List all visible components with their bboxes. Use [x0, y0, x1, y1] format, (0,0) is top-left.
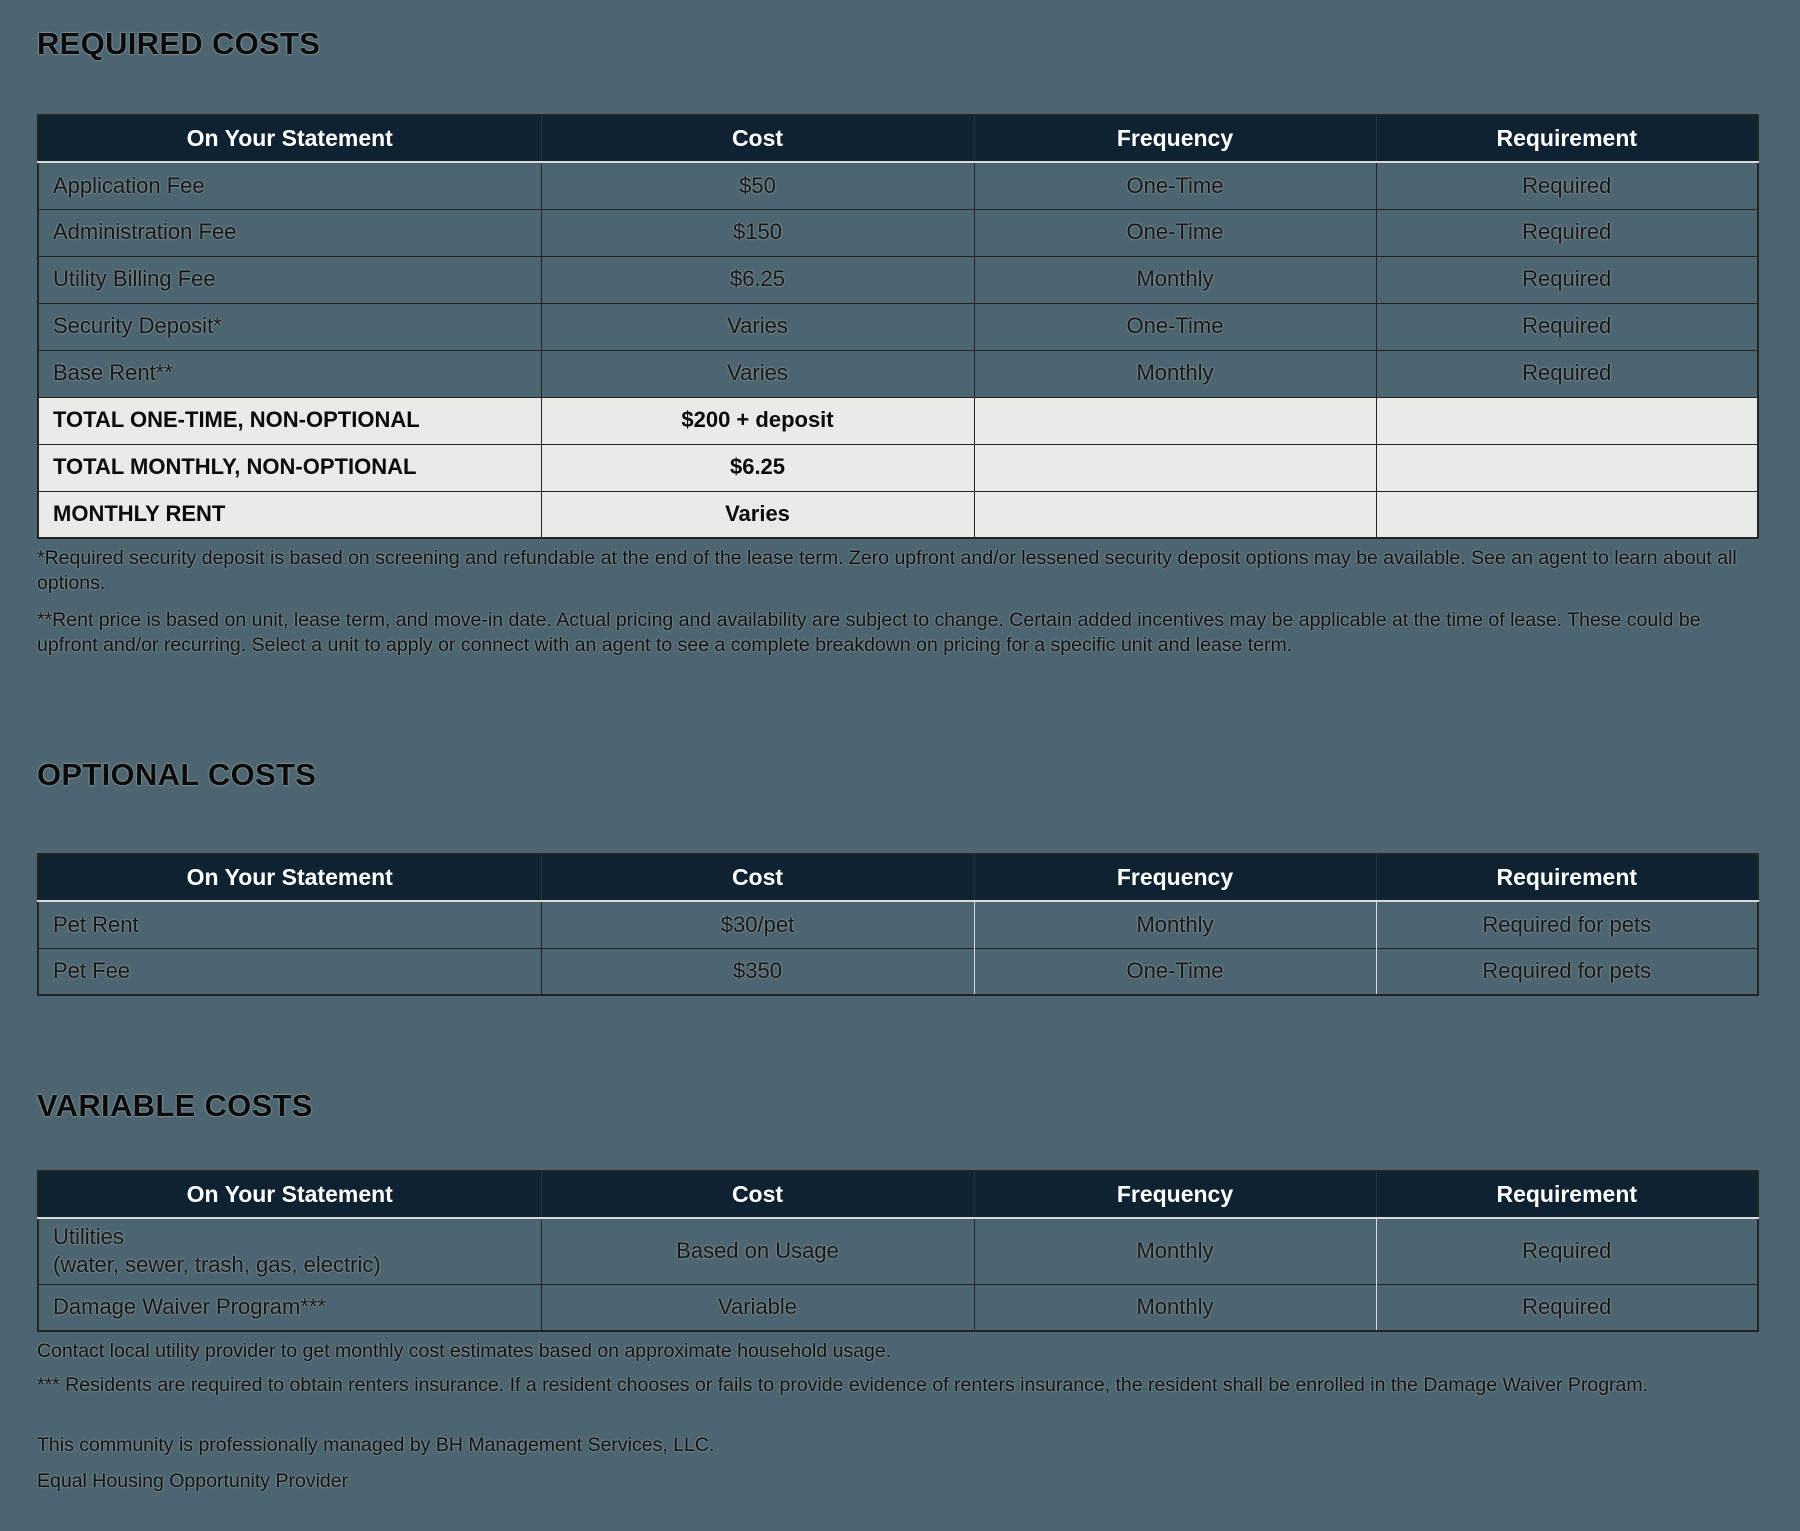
cell-requirement: Required for pets: [1375, 947, 1758, 996]
footnotes: *Required security deposit is based on s…: [37, 546, 1761, 657]
column-header-cost: Cost: [540, 854, 974, 903]
section-title-variable-costs: VARIABLE COSTS: [37, 1088, 313, 1124]
cell-frequency: One-Time: [973, 208, 1376, 256]
column-header-requirement: Requirement: [1375, 854, 1758, 903]
total-row: TOTAL ONE-TIME, NON-OPTIONAL $200 + depos…: [38, 396, 1758, 444]
equal-housing-text: Equal Housing Opportunity Provider: [37, 1470, 349, 1493]
column-header-statement: On Your Statement: [38, 1171, 541, 1220]
footnote: *Required security deposit is based on s…: [37, 547, 1737, 594]
costs-page: REQUIRED COSTS On Your Statement Cost Frequ…: [37, 26, 1759, 1499]
table-row: Damage Waiver Program*** Variable Monthly R…: [38, 1283, 1758, 1332]
cell-statement: TOTAL MONTHLY, NON-OPTIONAL: [38, 443, 541, 491]
section-variable-costs: VARIABLE COSTS On Your Statement Cost Frequ…: [37, 1088, 1759, 1397]
section-optional-costs: OPTIONAL COSTS On Your Statement Cost Frequ…: [37, 757, 1759, 997]
cell-statement: Application Fee: [53, 172, 205, 198]
cell-statement: Administration Fee: [38, 208, 541, 256]
sections: REQUIRED COSTS On Your Statement Cost Frequ…: [37, 26, 1759, 1397]
cell-cost: Varies: [540, 302, 974, 350]
cell-frequency: Monthly: [973, 901, 1376, 949]
cell-requirement: Required: [1375, 302, 1758, 350]
cell-requirement: [1375, 443, 1758, 491]
cell-statement: Pet Rent: [53, 911, 139, 937]
table-row: Administration Fee $150 One-Time Required: [38, 208, 1758, 256]
variable-costs-table: On Your Statement Cost Frequency Requiremen…: [37, 1170, 1759, 1333]
cell-statement: Utilities (water, sewer, trash, gas, ele…: [53, 1224, 381, 1278]
cell-frequency: One-Time: [973, 302, 1376, 350]
column-header-statement: On Your Statement: [38, 854, 541, 903]
cell-statement: TOTAL ONE-TIME, NON-OPTIONAL: [38, 396, 541, 444]
cell-statement: Pet Fee: [38, 947, 541, 996]
cell-statement: Base Rent**: [38, 349, 541, 397]
cell-frequency: One-Time: [973, 947, 1376, 996]
cell-requirement: [1375, 396, 1758, 444]
table-row: Utilities (water, sewer, trash, gas, ele…: [38, 1218, 1758, 1285]
cell-requirement: Required: [1375, 208, 1758, 256]
header-row: On Your Statement Cost Frequency Requiremen…: [38, 854, 1758, 903]
footnotes: Contact local utility provider to get mo…: [37, 1339, 1761, 1397]
cell-statement: Utility Billing Fee: [38, 255, 541, 303]
column-header-requirement: Requirement: [1375, 1171, 1758, 1220]
footnote: **Rent price is based on unit, lease ter…: [37, 609, 1701, 656]
column-header-statement: On Your Statement: [38, 115, 541, 163]
cell-statement: Damage Waiver Program***: [38, 1283, 541, 1332]
column-header-frequency: Frequency: [973, 1171, 1376, 1220]
cell-cost: Based on Usage: [540, 1218, 974, 1285]
cell-frequency: [973, 490, 1376, 538]
cell-requirement: Required: [1375, 255, 1758, 303]
cell-requirement: Required: [1375, 1218, 1758, 1285]
column-header-frequency: Frequency: [973, 854, 1376, 903]
cell-requirement: Required for pets: [1375, 901, 1758, 949]
cell-frequency: Monthly: [973, 255, 1376, 303]
column-header-requirement: Requirement: [1375, 115, 1758, 163]
cell-cost: Variable: [540, 1283, 974, 1332]
table-row: Security Deposit* Varies One-Time Required: [38, 302, 1758, 350]
table-row: Utility Billing Fee $6.25 Monthly Required: [38, 255, 1758, 303]
footnote: Contact local utility provider to get mo…: [37, 1340, 892, 1363]
cell-cost: $150: [540, 208, 974, 256]
table-row: Application Fee $50 One-Time Required: [38, 162, 1758, 209]
cell-frequency: Monthly: [973, 1218, 1376, 1285]
optional-costs-table: On Your Statement Cost Frequency Requiremen…: [37, 853, 1759, 997]
cell-requirement: Required: [1375, 349, 1758, 397]
cell-cost: $30/pet: [540, 901, 974, 949]
cell-frequency: [973, 443, 1376, 491]
cell-requirement: Required: [1375, 162, 1758, 209]
cell-frequency: One-Time: [973, 162, 1376, 209]
section-title-optional-costs: OPTIONAL COSTS: [37, 757, 317, 793]
table-row: Pet Rent $30/pet Monthly Required for pets: [38, 901, 1758, 949]
cell-statement: Security Deposit*: [38, 302, 541, 350]
table-row: Base Rent** Varies Monthly Required: [38, 349, 1758, 397]
cell-cost: $350: [540, 947, 974, 996]
cell-cost: $200 + deposit: [540, 396, 974, 444]
footnote: *** Residents are required to obtain ren…: [37, 1373, 1649, 1396]
cell-frequency: Monthly: [973, 1283, 1376, 1332]
header-row: On Your Statement Cost Frequency Requiremen…: [38, 115, 1758, 163]
column-header-frequency: Frequency: [973, 115, 1376, 163]
total-row: TOTAL MONTHLY, NON-OPTIONAL $6.25: [38, 443, 1758, 491]
section-title-required-costs: REQUIRED COSTS: [37, 26, 321, 61]
header-row: On Your Statement Cost Frequency Requiremen…: [38, 1171, 1758, 1220]
managed-by-text: This community is professionally managed…: [37, 1434, 715, 1457]
cell-cost: Varies: [540, 349, 974, 397]
cell-frequency: [973, 396, 1376, 444]
column-header-cost: Cost: [540, 1171, 974, 1220]
table-row: Pet Fee $350 One-Time Required for pets: [38, 947, 1758, 996]
column-header-cost: Cost: [540, 115, 974, 163]
footer: This community is professionally managed…: [37, 1427, 1756, 1499]
cell-requirement: Required: [1375, 1283, 1758, 1332]
cell-cost: $50: [540, 162, 974, 209]
cell-statement: MONTHLY RENT: [38, 490, 541, 538]
required-costs-table: On Your Statement Cost Frequency Requiremen…: [37, 114, 1759, 539]
total-row: MONTHLY RENT Varies: [38, 490, 1758, 538]
cell-requirement: [1375, 490, 1758, 538]
cell-cost: $6.25: [540, 255, 974, 303]
cell-cost: Varies: [540, 490, 974, 538]
cell-frequency: Monthly: [973, 349, 1376, 397]
cell-cost: $6.25: [540, 443, 974, 491]
section-required-costs: REQUIRED COSTS On Your Statement Cost Frequ…: [37, 26, 1759, 657]
